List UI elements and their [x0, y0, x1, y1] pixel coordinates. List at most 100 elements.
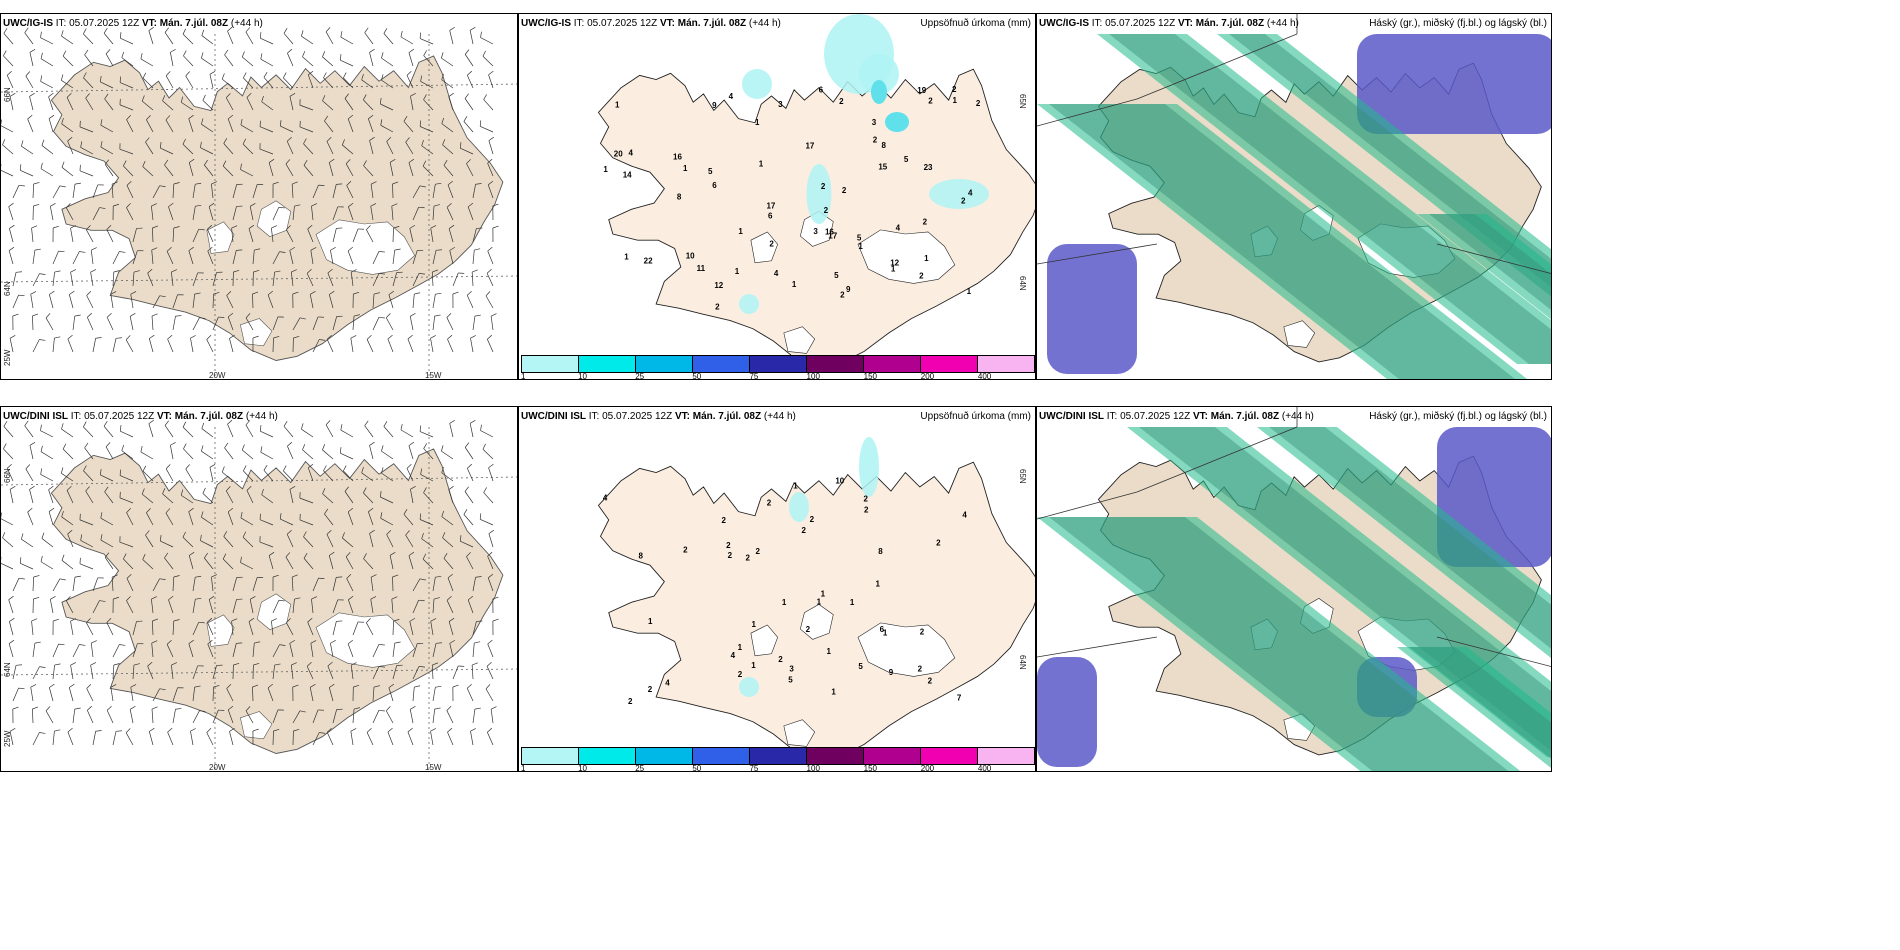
- wind-barb: [9, 728, 16, 746]
- wind-barb: [272, 709, 284, 724]
- wind-barb: [366, 334, 374, 353]
- wind-barb: [443, 553, 454, 570]
- cloud-map-panel-bottom[interactable]: UWC/DINI ISL IT: 05.07.2025 12Z VT: Mán.…: [1036, 406, 1552, 772]
- colorbar-swatch: [522, 748, 579, 764]
- wind-barb: [441, 445, 454, 460]
- wind-barb: [201, 52, 214, 67]
- wind-barb: [392, 664, 403, 680]
- wind-barb: [188, 246, 194, 265]
- wind-barb: [49, 683, 55, 702]
- wind-barb: [469, 27, 476, 45]
- wind-barb: [200, 534, 214, 548]
- precip-map-panel-top[interactable]: UWC/IG-IS IT: 05.07.2025 12Z VT: Mán. 7.…: [518, 13, 1036, 380]
- precip-value-label: 2: [936, 538, 941, 547]
- wind-barb: [479, 513, 494, 526]
- wind-barb: [368, 114, 374, 133]
- high-cloud-band: [1049, 517, 1509, 771]
- wind-barb: [168, 595, 174, 614]
- wind-barb: [52, 225, 59, 243]
- wind-barb: [24, 27, 34, 45]
- wind-barb: [201, 118, 214, 133]
- wind-barb: [326, 727, 334, 746]
- wind-barb: [12, 664, 23, 680]
- wind-barb: [452, 272, 465, 287]
- wind-barb: [24, 420, 34, 438]
- wind-barb: [248, 224, 255, 243]
- wind-barb: [422, 553, 434, 570]
- wind-barb: [432, 597, 440, 614]
- wind-barb: [311, 203, 318, 221]
- cloud-map-panel-top[interactable]: UWC/IG-IS IT: 05.07.2025 12Z VT: Mán. 7.…: [1036, 13, 1552, 380]
- precip-value-label: 1: [967, 287, 972, 296]
- wind-barb: [30, 684, 37, 702]
- wind-barb: [227, 26, 234, 45]
- wind-barb: [9, 335, 16, 353]
- vt-value: Mán. 7.júl. 08Z: [1195, 18, 1265, 29]
- wind-barb: [252, 641, 261, 658]
- wind-barb: [201, 511, 214, 526]
- wind-barb-map: [1, 419, 517, 771]
- precip-area: [739, 294, 759, 314]
- wind-barb: [312, 316, 325, 331]
- wind-barb: [100, 119, 114, 133]
- wind-barb: [241, 51, 254, 67]
- wind-barb: [443, 160, 454, 177]
- precip-value-label: 1: [924, 254, 929, 263]
- wind-barb: [410, 486, 416, 504]
- wind-barb: [146, 508, 154, 526]
- precip-value-label: 16: [825, 227, 834, 236]
- wind-barb: [104, 93, 114, 111]
- wind-map-panel-bottom[interactable]: UWC/DINI ISL IT: 05.07.2025 12Z VT: Mán.…: [0, 406, 518, 772]
- wind-barb: [40, 468, 54, 482]
- wind-barb: [159, 535, 174, 548]
- it-value: 05.07.2025 12Z: [1105, 18, 1176, 29]
- precip-value-label: 7: [957, 694, 962, 703]
- wind-barb: [483, 487, 494, 504]
- wind-barb: [272, 599, 285, 614]
- wind-barb: [464, 486, 474, 504]
- wind-barb: [126, 596, 134, 614]
- wind-barb: [61, 30, 74, 45]
- colorbar-tick-label: 100: [806, 764, 820, 772]
- wind-barb: [363, 487, 374, 504]
- wind-barb: [309, 291, 316, 309]
- wind-barb: [232, 183, 243, 199]
- wind-barb: [148, 727, 155, 746]
- wind-barb: [311, 596, 318, 614]
- wind-barb: [192, 204, 202, 221]
- wind-barb: [104, 552, 114, 570]
- wind-barb: [452, 665, 465, 680]
- wind-barb: [259, 32, 274, 45]
- wind-barb: [466, 552, 474, 570]
- precip-area: [859, 437, 879, 497]
- wind-barb: [472, 641, 481, 658]
- low-cloud-area: [1357, 34, 1551, 134]
- wind-barb: [380, 491, 394, 504]
- lead-time: (+44 h): [1281, 411, 1314, 422]
- wind-barb: [166, 246, 174, 265]
- wind-barb: [188, 507, 194, 526]
- precip-value-label: 14: [623, 171, 632, 180]
- wind-barb: [152, 185, 166, 199]
- precip-map-panel-bottom[interactable]: UWC/DINI ISL IT: 05.07.2025 12Z VT: Mán.…: [518, 406, 1036, 772]
- wind-map-panel-top[interactable]: UWC/IG-IS IT: 05.07.2025 12Z VT: Mán. 7.…: [0, 13, 518, 380]
- wind-barb: [192, 182, 202, 199]
- wind-barb: [112, 663, 120, 680]
- wind-barb: [448, 92, 454, 111]
- precip-value-label: 2: [842, 186, 847, 195]
- wind-barb: [126, 203, 134, 221]
- wind-barb: [212, 292, 220, 309]
- wind-barb: [432, 685, 442, 702]
- precip-value-label: 19: [917, 86, 926, 95]
- wind-barb: [141, 95, 154, 111]
- wind-barb: [346, 181, 354, 199]
- lon-label-15w: 15W: [425, 371, 442, 380]
- cloud-title: Háský (gr.), miðský (fj.bl.) og lágský (…: [1369, 18, 1547, 29]
- wind-barb: [392, 271, 403, 287]
- wind-barb: [207, 246, 214, 265]
- wind-barb: [32, 248, 41, 265]
- wind-barb: [192, 228, 205, 243]
- wind-barb: [110, 291, 117, 309]
- wind-barb: [227, 507, 234, 526]
- colorbar-labels: 1 10 25 50 75 100 150 200 400: [521, 372, 1035, 379]
